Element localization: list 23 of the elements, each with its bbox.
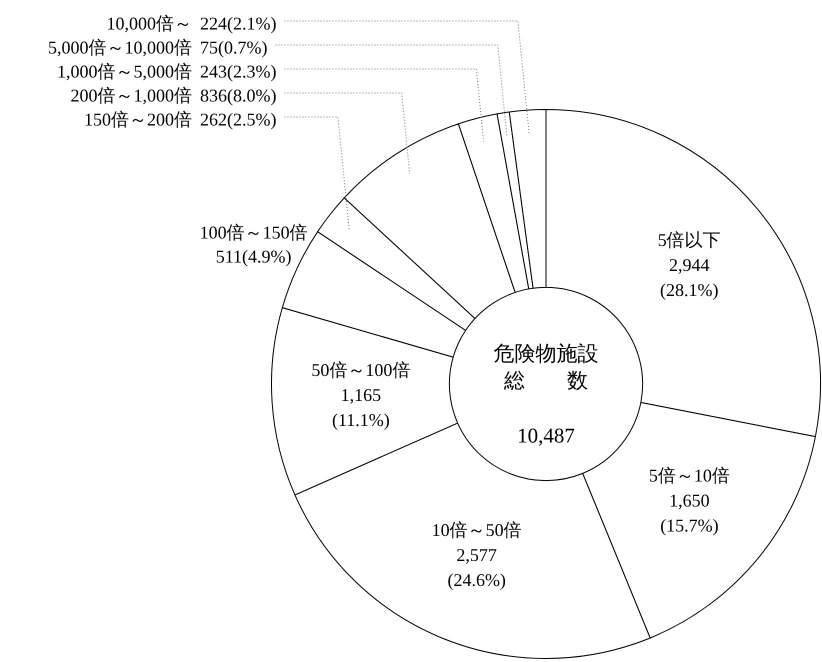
- data-label: 511(4.9%): [216, 246, 292, 266]
- data-label: 224(2.1%): [200, 14, 276, 34]
- slice-label: 50倍～100倍: [311, 360, 410, 380]
- slice-label: 150倍～200倍: [84, 110, 192, 130]
- data-label: 75(0.7%): [200, 38, 268, 58]
- slice-label: 200倍～1,000倍: [70, 86, 192, 106]
- slice-label: 1,000倍～5,000倍: [57, 62, 192, 82]
- data-label: 836(8.0%): [200, 86, 276, 106]
- text: 危険物施設: [494, 342, 598, 366]
- text: 総 数: [503, 368, 588, 393]
- slice-label: 10,000倍～: [106, 14, 192, 34]
- slice-label: 10倍～50倍: [432, 520, 522, 540]
- data-label: 1,650 (15.7%): [660, 490, 719, 536]
- data-label: 1,165 (11.1%): [332, 385, 390, 430]
- data-label: 243(2.3%): [200, 62, 276, 82]
- data-label: 262(2.5%): [200, 110, 276, 130]
- slice-label: 5倍以下: [658, 230, 721, 250]
- data-label: 2,577 (24.6%): [447, 544, 506, 590]
- slice-label: 5倍～10倍: [648, 465, 730, 486]
- text: 10,487: [517, 424, 575, 448]
- data-label: 2,944 (28.1%): [660, 254, 718, 300]
- slice-label: 5,000倍～10,000倍: [48, 38, 192, 58]
- slice-label: 100倍～150倍: [200, 222, 308, 242]
